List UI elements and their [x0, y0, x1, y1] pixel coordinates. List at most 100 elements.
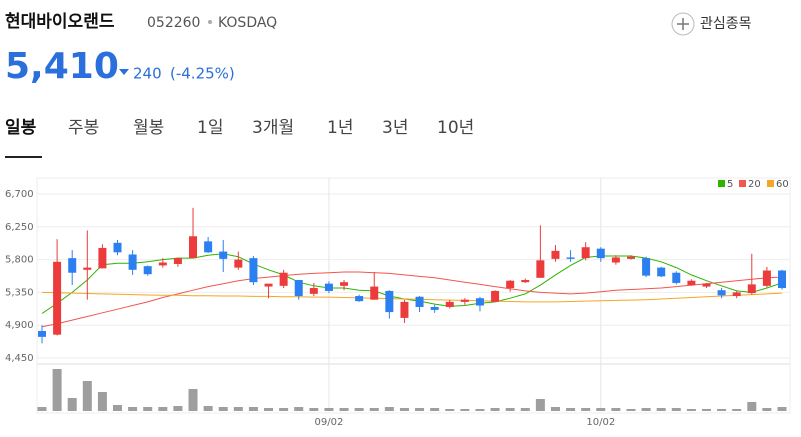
legend-label: 60: [776, 179, 789, 190]
tab[interactable]: 3개월: [252, 118, 294, 138]
volume-bar: [717, 409, 727, 411]
candle-body: [611, 257, 620, 263]
candle-body: [566, 257, 575, 259]
legend-label: 5: [727, 179, 733, 190]
volume-bar: [324, 408, 334, 411]
tab[interactable]: 일봉: [5, 118, 37, 138]
x-tick-label: 09/02: [315, 417, 344, 428]
candle-body: [747, 284, 756, 294]
volume-bar: [747, 402, 757, 411]
volume-bar: [37, 407, 47, 411]
moving-average: [41, 271, 783, 328]
legend-swatch: [739, 180, 746, 187]
chart: 4,450 4,900 5,350 5,800 6,250 6,700 09/02 10/02…: [5, 177, 791, 428]
candle-body: [415, 296, 424, 307]
volume-bar: [399, 408, 409, 411]
candle-body: [475, 298, 484, 306]
tab[interactable]: 주봉: [68, 118, 99, 138]
volume-bar: [97, 392, 107, 411]
volume-bar: [520, 408, 530, 411]
volume-bar: [294, 407, 304, 411]
candle-body: [400, 301, 409, 318]
volume-bar: [52, 369, 62, 411]
volume-bar: [490, 408, 500, 411]
price: 5,410: [5, 46, 119, 87]
candle-body: [249, 258, 258, 283]
candle-body: [778, 270, 786, 289]
candle-body: [460, 299, 469, 302]
candle-body: [83, 267, 92, 270]
tab[interactable]: 월봉: [133, 118, 164, 138]
candle-body: [717, 290, 726, 296]
watch-button[interactable]: 관심종목: [671, 12, 752, 36]
candle-body: [324, 283, 333, 291]
candle-body: [536, 260, 545, 278]
candle-body: [158, 262, 167, 266]
volume-bar: [264, 408, 274, 411]
candle-body: [264, 283, 273, 287]
y-tick-label: 4,900: [5, 320, 34, 331]
legend-swatch: [718, 180, 725, 187]
volume-bar: [596, 408, 606, 411]
plot-frame: [36, 177, 791, 414]
volume-bar: [777, 407, 787, 411]
volume-bar: [384, 407, 394, 411]
tab[interactable]: 1년: [327, 118, 353, 138]
candle-body: [173, 258, 182, 264]
volume-bar: [128, 407, 138, 411]
y-tick-label: 6,250: [5, 222, 34, 233]
candle-body: [702, 283, 711, 287]
y-tick-label: 6,700: [5, 189, 34, 200]
volume-bar: [173, 406, 183, 411]
candle-body: [38, 331, 46, 337]
candle-body: [53, 261, 62, 335]
legend-swatch: [767, 180, 774, 187]
tab[interactable]: 3년: [382, 118, 408, 138]
candle-body: [370, 286, 379, 300]
volume-bar: [581, 408, 591, 411]
volume-bar: [203, 406, 213, 411]
moving-average: [41, 291, 783, 303]
volume-bar: [762, 408, 772, 411]
tab[interactable]: 1일: [197, 118, 223, 138]
candle-body: [98, 247, 107, 269]
volume-bar: [475, 409, 485, 411]
candle-body: [113, 242, 122, 253]
volume-bar: [188, 389, 198, 411]
candle-body: [294, 280, 303, 297]
candle-body: [762, 270, 771, 286]
volume-bar: [460, 409, 470, 411]
stock-code: 052260: [147, 15, 200, 31]
candle-body: [68, 258, 77, 273]
down-arrow: [119, 69, 129, 75]
candle-body: [596, 248, 605, 259]
volume-bar: [626, 409, 636, 411]
plus-icon-mark: [677, 18, 689, 30]
candle-body: [430, 306, 439, 310]
volume-bar: [701, 409, 711, 411]
candle-body: [732, 292, 741, 297]
candle-body: [204, 241, 213, 253]
candle-body: [309, 288, 318, 294]
volume-bar: [354, 408, 364, 411]
y-tick-label: 4,450: [5, 353, 34, 364]
volume-bar: [566, 408, 576, 411]
x-tick-label: 10/02: [586, 417, 615, 428]
tab[interactable]: 10년: [437, 118, 474, 138]
market: KOSDAQ: [218, 15, 277, 31]
candle-body: [385, 290, 394, 313]
tab-bar: 일봉 주봉 월봉 1일 3개월 1년 3년 10년: [5, 118, 474, 138]
volume-bar: [656, 408, 666, 411]
volume-bar: [550, 407, 560, 411]
candle-body: [143, 266, 152, 275]
candle-body: [657, 267, 666, 277]
y-tick-label: 5,350: [5, 287, 34, 298]
candle-body: [219, 251, 228, 259]
volume-bar: [143, 407, 153, 411]
volume-bar: [279, 408, 289, 411]
separator: [208, 20, 212, 24]
candle-body: [687, 280, 696, 286]
volume-bar: [671, 408, 681, 411]
